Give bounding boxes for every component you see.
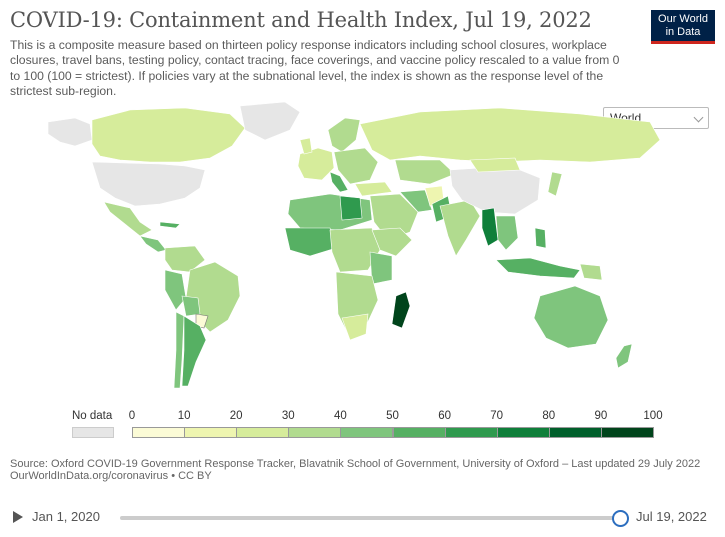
logo-line-2: in Data xyxy=(665,26,701,38)
country-italy[interactable] xyxy=(329,171,349,193)
country-central-america[interactable] xyxy=(139,235,167,253)
country-horn-of-africa[interactable] xyxy=(371,227,413,257)
country-philippines[interactable] xyxy=(534,227,547,249)
country-middle-east[interactable] xyxy=(369,193,419,241)
owid-logo[interactable]: Our World in Data xyxy=(651,10,715,44)
country-kazakhstan[interactable] xyxy=(394,159,456,185)
country-western-europe[interactable] xyxy=(297,147,335,181)
timeline-end-label: Jul 19, 2022 xyxy=(636,509,707,524)
legend-tick-label: 80 xyxy=(542,410,556,422)
country-uk[interactable] xyxy=(299,137,313,155)
country-russia[interactable] xyxy=(359,107,661,163)
country-peru[interactable] xyxy=(164,269,187,311)
chart-title: COVID-19: Containment and Health Index, … xyxy=(10,8,592,32)
play-icon[interactable] xyxy=(13,511,23,523)
country-south-africa[interactable] xyxy=(341,313,369,341)
legend-bin[interactable] xyxy=(132,427,186,438)
timeline-track[interactable] xyxy=(120,516,618,520)
legend-tick-label: 70 xyxy=(490,410,504,422)
country-iran[interactable] xyxy=(399,189,433,213)
country-southeast-asia[interactable] xyxy=(495,215,519,251)
country-canada[interactable] xyxy=(91,107,246,163)
country-libya[interactable] xyxy=(339,195,363,221)
source-note: Source: Oxford COVID-19 Government Respo… xyxy=(10,458,710,482)
country-eastern-europe[interactable] xyxy=(333,147,379,185)
world-map xyxy=(47,101,661,389)
country-mongolia[interactable] xyxy=(469,157,521,173)
logo-line-1: Our World xyxy=(658,13,708,25)
source-line-1: Source: Oxford COVID-19 Government Respo… xyxy=(10,458,701,470)
country-turkey[interactable] xyxy=(354,181,393,197)
country-paraguay[interactable] xyxy=(195,313,209,329)
country-brazil[interactable] xyxy=(185,261,241,333)
legend-tick-label: 100 xyxy=(643,410,663,422)
legend-tick-label: 30 xyxy=(281,410,295,422)
legend-tick-label: 40 xyxy=(333,410,347,422)
country-bolivia[interactable] xyxy=(181,295,201,317)
country-scandinavia[interactable] xyxy=(327,117,361,153)
legend-bin[interactable] xyxy=(548,427,602,438)
legend-tick-label: 0 xyxy=(128,410,136,422)
country-indonesia[interactable] xyxy=(495,257,581,279)
legend-bin[interactable] xyxy=(236,427,290,438)
country-alaska[interactable] xyxy=(47,117,93,147)
country-west-africa[interactable] xyxy=(284,227,337,257)
country-usa[interactable] xyxy=(91,161,206,207)
country-new-zealand[interactable] xyxy=(615,343,633,369)
legend-tick-label: 50 xyxy=(386,410,399,422)
country-greenland[interactable] xyxy=(239,101,301,141)
country-cuba[interactable] xyxy=(159,221,181,229)
chart-subtitle: This is a composite measure based on thi… xyxy=(10,38,620,98)
country-madagascar[interactable] xyxy=(391,291,411,329)
country-central-africa[interactable] xyxy=(329,227,381,273)
country-argentina[interactable] xyxy=(181,315,207,387)
legend-tick-label: 10 xyxy=(177,410,191,422)
country-papua-new-guinea[interactable] xyxy=(579,263,603,281)
legend-nodata-swatch[interactable] xyxy=(72,427,114,438)
legend-tick-label: 60 xyxy=(438,410,451,422)
legend-bin[interactable] xyxy=(444,427,498,438)
legend-bin[interactable] xyxy=(600,427,654,438)
timeline-start-label: Jan 1, 2020 xyxy=(32,509,100,524)
legend-tick-label: 20 xyxy=(229,410,243,422)
legend: No data 0 10 20 30 40 50 60 70 80 90 100 xyxy=(0,408,725,438)
timeline-handle[interactable] xyxy=(612,510,629,527)
country-japan[interactable] xyxy=(547,171,563,197)
timeline: Jan 1, 2020 Jul 19, 2022 xyxy=(0,505,725,529)
legend-nodata-label: No data xyxy=(72,410,113,422)
country-east-africa[interactable] xyxy=(369,251,393,285)
country-india[interactable] xyxy=(439,199,481,257)
country-mexico[interactable] xyxy=(103,201,153,237)
legend-bin[interactable] xyxy=(340,427,394,438)
legend-bin[interactable] xyxy=(496,427,550,438)
country-myanmar[interactable] xyxy=(481,207,499,247)
legend-bin[interactable] xyxy=(288,427,342,438)
source-line-2: OurWorldInData.org/coronavirus • CC BY xyxy=(10,470,212,482)
legend-bin[interactable] xyxy=(392,427,446,438)
country-australia[interactable] xyxy=(533,285,609,349)
legend-tick-label: 90 xyxy=(594,410,608,422)
legend-bin[interactable] xyxy=(184,427,238,438)
